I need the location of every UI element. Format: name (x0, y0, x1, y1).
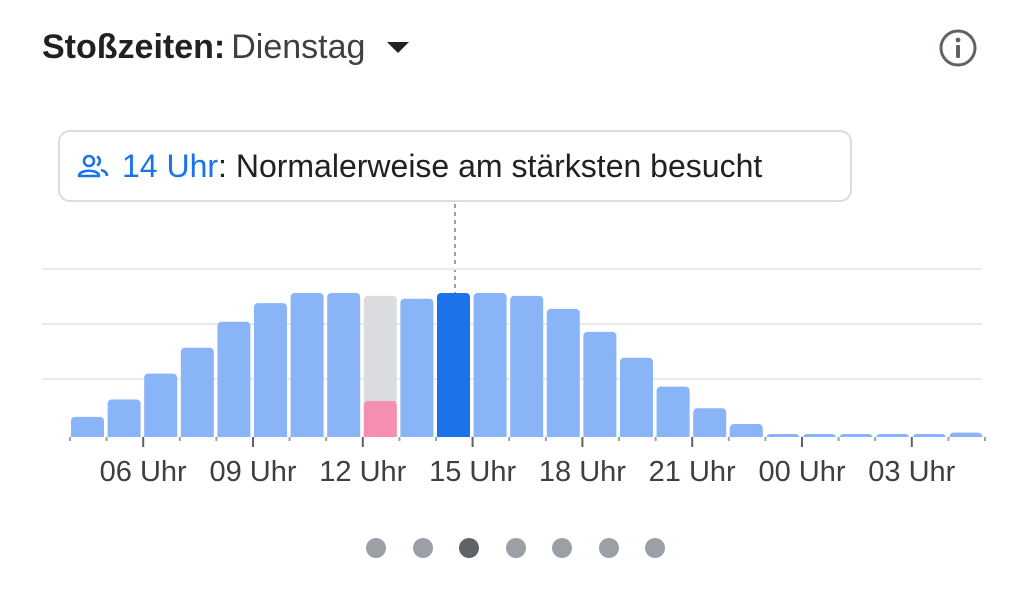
page-dot[interactable] (552, 538, 572, 558)
bar-22[interactable] (729, 424, 763, 441)
people-icon (77, 154, 109, 178)
x-tick-label: 18 Uhr (539, 456, 626, 488)
page-dot[interactable] (598, 538, 619, 558)
page-dot[interactable] (505, 538, 526, 558)
bar-09[interactable] (254, 303, 287, 441)
x-tick-label: 03 Uhr (868, 456, 955, 488)
peak-tooltip: 14 Uhr : Normalerweise am stärksten besu… (58, 130, 852, 202)
day-pagination (0, 536, 1024, 560)
bar-08[interactable] (217, 321, 251, 441)
bar-13[interactable] (400, 298, 434, 441)
bar-15[interactable] (473, 293, 507, 441)
chart-axis: 06 Uhr 09 Uhr 12 Uhr 15 Uhr 18 Uhr 21 Uhr 00 U… (69, 437, 986, 488)
live-bar (363, 401, 397, 441)
x-tick-label: 09 Uhr (209, 456, 296, 488)
page-dot[interactable] (366, 538, 386, 558)
x-tick-label: 12 Uhr (319, 456, 406, 488)
tooltip-text: : Normalerweise am stärksten besucht (218, 147, 763, 184)
x-tick-label: 00 Uhr (758, 456, 845, 488)
bar-19[interactable] (620, 357, 653, 441)
bar-10[interactable] (290, 293, 324, 441)
baseline-mask (40, 437, 1000, 447)
bar-07[interactable] (180, 347, 214, 441)
bar-20[interactable] (656, 386, 690, 441)
bar-18[interactable] (583, 331, 617, 441)
bar-05[interactable] (107, 399, 141, 441)
bar-21[interactable] (693, 408, 727, 441)
popular-times-header: Stoßzeiten: Dienstag (42, 22, 410, 72)
x-tick-label: 15 Uhr (429, 456, 516, 488)
bar-16[interactable] (510, 295, 544, 441)
bar-11[interactable] (327, 293, 361, 441)
bar-06[interactable] (144, 373, 178, 441)
x-tick-label: 21 Uhr (649, 456, 736, 488)
bar-14[interactable] (437, 293, 470, 441)
page-dot[interactable] (645, 538, 665, 558)
info-icon[interactable] (938, 28, 978, 68)
popular-times-title: Stoßzeiten: (42, 27, 226, 66)
caret-down-icon[interactable] (387, 41, 410, 53)
x-tick-label: 06 Uhr (100, 456, 187, 488)
page-dot[interactable] (459, 538, 479, 558)
bar-17[interactable] (546, 308, 580, 441)
day-selector-label[interactable]: Dienstag (231, 27, 366, 66)
tooltip-hour: 14 Uhr (122, 147, 219, 184)
bar-04[interactable] (71, 416, 104, 441)
chart-bars (40, 293, 1000, 447)
page-dot[interactable] (412, 538, 433, 558)
